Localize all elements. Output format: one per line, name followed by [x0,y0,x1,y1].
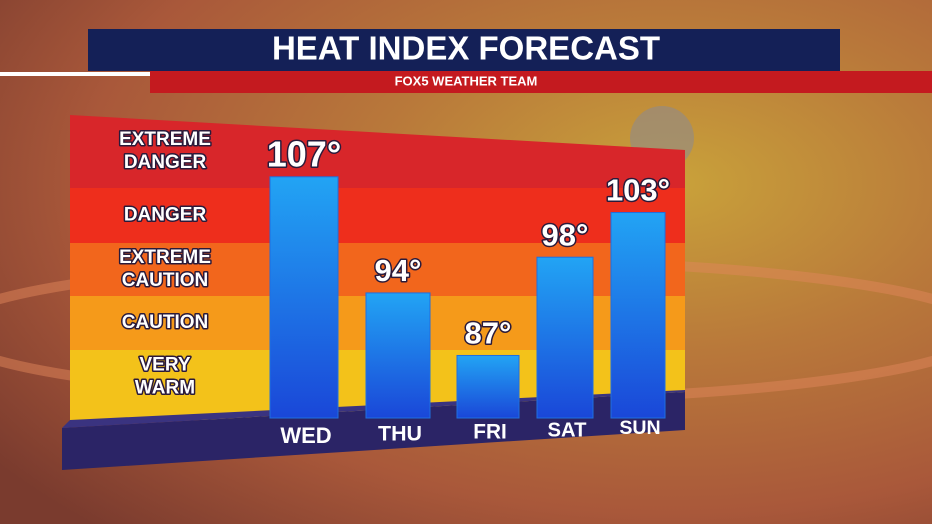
zone-label: EXTREME [119,247,211,268]
zone-label: WARM [135,378,195,399]
bar [536,256,594,419]
bar [610,212,666,419]
bar [365,292,431,419]
value-label: 103° [606,173,670,208]
chart-subtitle: FOX5 WEATHER TEAM [395,73,538,88]
x-tick-label: FRI [473,421,507,444]
value-label: 94° [375,253,422,288]
x-tick-label: SAT [548,419,588,441]
value-label: 98° [542,217,589,252]
bar [456,354,520,419]
zone-label: EXTREME [119,129,211,150]
title-bar [88,29,840,71]
x-tick-label: SUN [619,417,660,439]
subtitle-bar [150,71,932,93]
zone-label: CAUTION [122,312,209,333]
x-tick-label: THU [378,422,422,446]
chart-title: HEAT INDEX FORECAST [272,30,660,67]
base [62,392,685,470]
value-label: 107° [267,133,341,174]
zone-label: DANGER [124,205,207,226]
zone-label: DANGER [124,152,207,173]
bar [269,176,339,419]
zone-band [70,188,685,243]
accent-line [0,72,150,76]
value-label: 87° [465,316,512,351]
x-tick-label: WED [280,423,331,448]
zone-label: VERY [139,355,190,376]
zone-label: CAUTION [122,270,209,291]
